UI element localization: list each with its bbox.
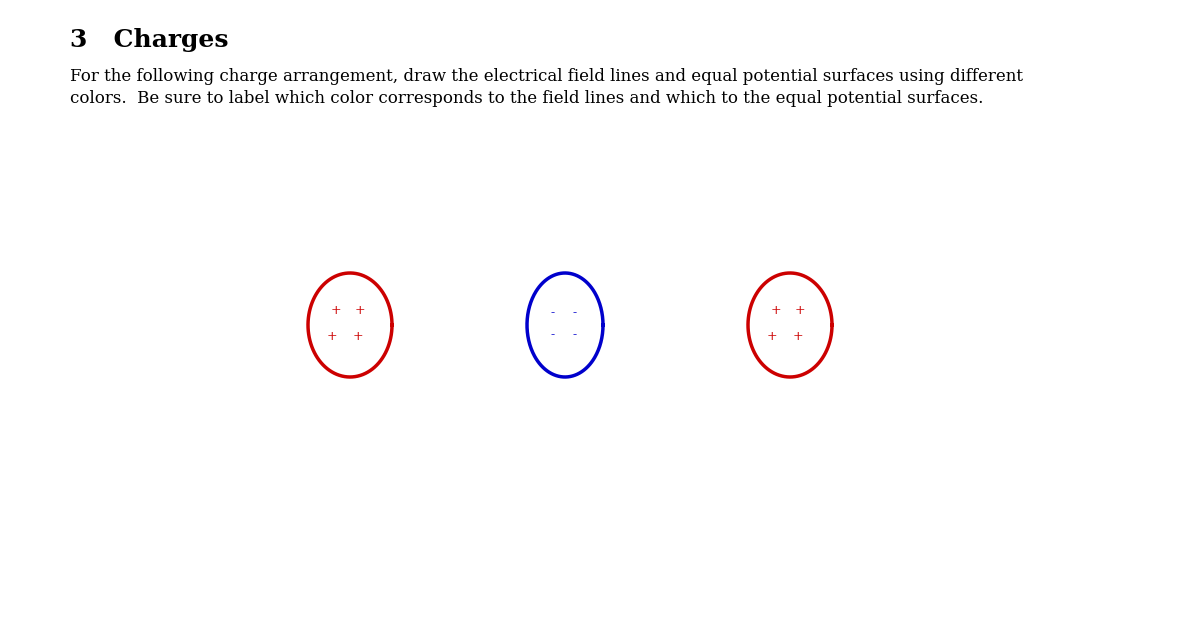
Text: +: + — [767, 331, 778, 344]
Text: -: - — [572, 306, 577, 319]
Text: -: - — [551, 329, 556, 341]
Text: For the following charge arrangement, draw the electrical field lines and equal : For the following charge arrangement, dr… — [70, 68, 1022, 85]
Text: +: + — [355, 304, 365, 316]
Text: +: + — [794, 304, 805, 316]
Text: -: - — [572, 329, 577, 341]
Text: +: + — [353, 331, 364, 344]
Text: +: + — [793, 331, 803, 344]
Text: 3   Charges: 3 Charges — [70, 28, 228, 52]
Text: +: + — [770, 304, 781, 316]
Text: colors.  Be sure to label which color corresponds to the field lines and which t: colors. Be sure to label which color cor… — [70, 90, 983, 107]
Text: +: + — [331, 304, 341, 316]
Text: +: + — [326, 331, 337, 344]
Text: -: - — [551, 306, 556, 319]
